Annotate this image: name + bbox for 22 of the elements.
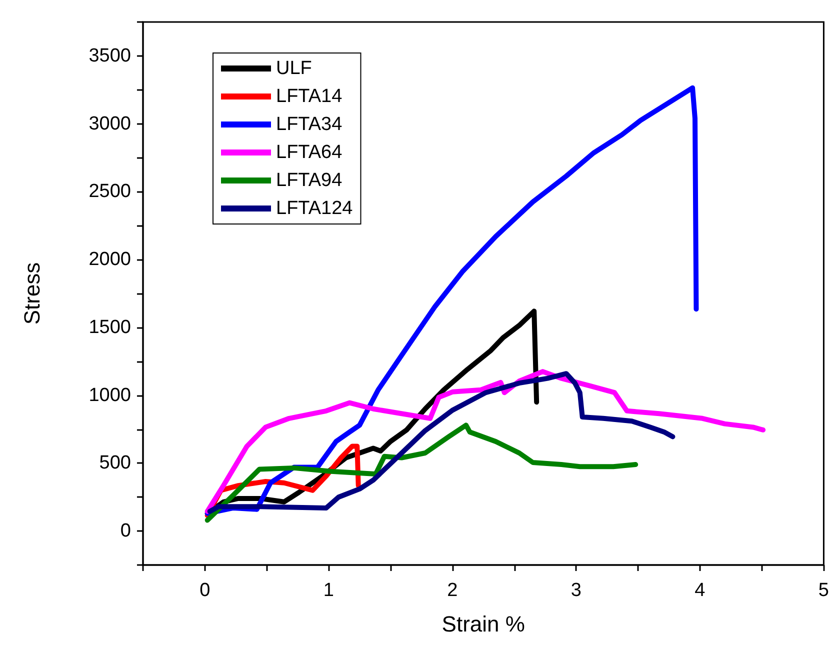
y-axis-title: Stress — [20, 262, 44, 325]
y-tick-label: 1000 — [88, 384, 131, 406]
y-tick-label: 3500 — [88, 45, 131, 66]
x-tick-label: 4 — [694, 580, 706, 601]
y-tick-label: 3000 — [88, 113, 131, 134]
x-tick-label: 5 — [818, 580, 830, 601]
y-tick-label: 2500 — [88, 181, 131, 202]
legend-label: LFTA14 — [276, 86, 343, 107]
y-tick-label: 0 — [120, 520, 131, 542]
legend-label: LFTA124 — [276, 198, 354, 219]
legend-label: ULF — [276, 58, 312, 79]
y-tick-label: 1500 — [88, 316, 131, 338]
x-tick-label: 1 — [323, 580, 334, 601]
legend-label: LFTA64 — [276, 142, 343, 163]
x-axis-title: Strain % — [442, 612, 525, 636]
x-tick-label: 0 — [200, 580, 210, 601]
legend-label: LFTA34 — [276, 114, 343, 135]
legend-label: LFTA94 — [276, 170, 343, 191]
y-tick-label: 500 — [99, 452, 131, 474]
y-tick-label: 2000 — [88, 249, 131, 270]
x-tick-label: 3 — [570, 580, 582, 601]
x-tick-label: 2 — [447, 580, 458, 601]
